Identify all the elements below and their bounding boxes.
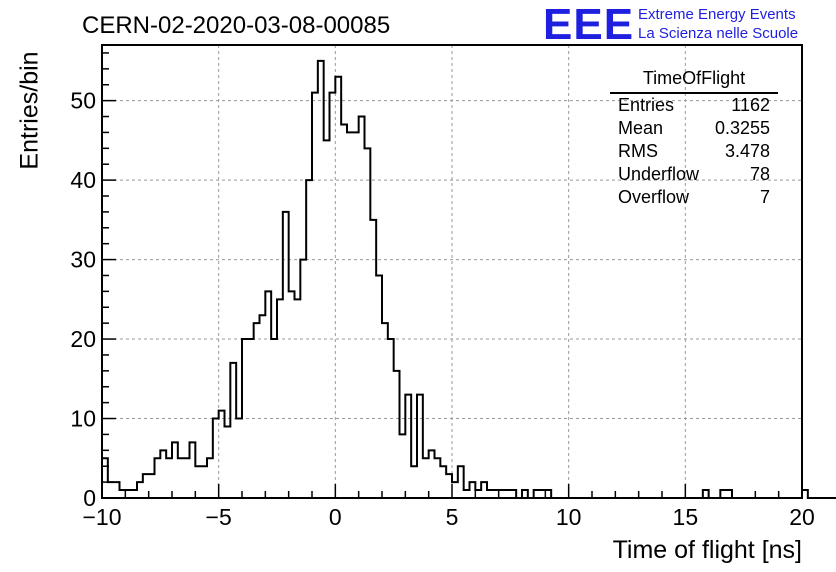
x-tick-label: 15	[673, 504, 699, 530]
stats-row-mean: Mean 0.3255	[610, 117, 778, 140]
grid-lines	[102, 45, 802, 498]
stats-value: 3.478	[724, 141, 770, 161]
x-tick-label: 5	[446, 504, 459, 530]
chart-title: CERN-02-2020-03-08-00085	[82, 12, 391, 39]
axis-ticks	[101, 52, 803, 499]
stats-row-overflow: Overflow 7	[610, 186, 778, 209]
stats-box: TimeOfFlight Entries 1162 Mean 0.3255 RM…	[610, 68, 778, 209]
stats-row-rms: RMS 3.478	[610, 140, 778, 163]
stats-row-entries: Entries 1162	[610, 94, 778, 117]
x-tick-labels: −10 −5 0 5 10 15 20	[82, 504, 814, 530]
x-tick-label: 20	[789, 504, 815, 530]
y-axis-label: Entries/bin	[15, 51, 44, 170]
y-tick-label: 50	[70, 88, 96, 114]
stats-label: Entries	[618, 95, 675, 115]
stats-label: RMS	[618, 141, 658, 161]
stats-value: 0.3255	[714, 118, 770, 138]
eee-logo: EEE	[543, 0, 635, 49]
stats-value: 7	[759, 187, 770, 207]
stats-label: Overflow	[618, 187, 690, 207]
x-tick-label: −10	[82, 504, 121, 530]
y-tick-labels: 0 10 20 30 40 50	[70, 88, 96, 511]
stats-label: Underflow	[618, 164, 700, 184]
stats-value: 78	[749, 164, 770, 184]
y-tick-label: 20	[70, 326, 96, 352]
y-tick-label: 10	[70, 406, 96, 432]
logo-text-line1: Extreme Energy Events	[638, 6, 796, 23]
stats-row-underflow: Underflow 78	[610, 163, 778, 186]
x-tick-label: 10	[556, 504, 582, 530]
y-tick-label: 40	[70, 167, 96, 193]
stats-value: 1162	[731, 95, 770, 115]
logo-text-line2: La Scienza nelle Scuole	[638, 25, 799, 42]
stats-label: Mean	[618, 118, 664, 138]
x-axis-label: Time of flight [ns]	[612, 536, 802, 564]
y-tick-label: 30	[70, 247, 96, 273]
x-tick-label: −5	[206, 504, 232, 530]
y-tick-label: 0	[83, 485, 96, 511]
x-tick-label: 0	[329, 504, 342, 530]
stats-title: TimeOfFlight	[610, 68, 778, 94]
